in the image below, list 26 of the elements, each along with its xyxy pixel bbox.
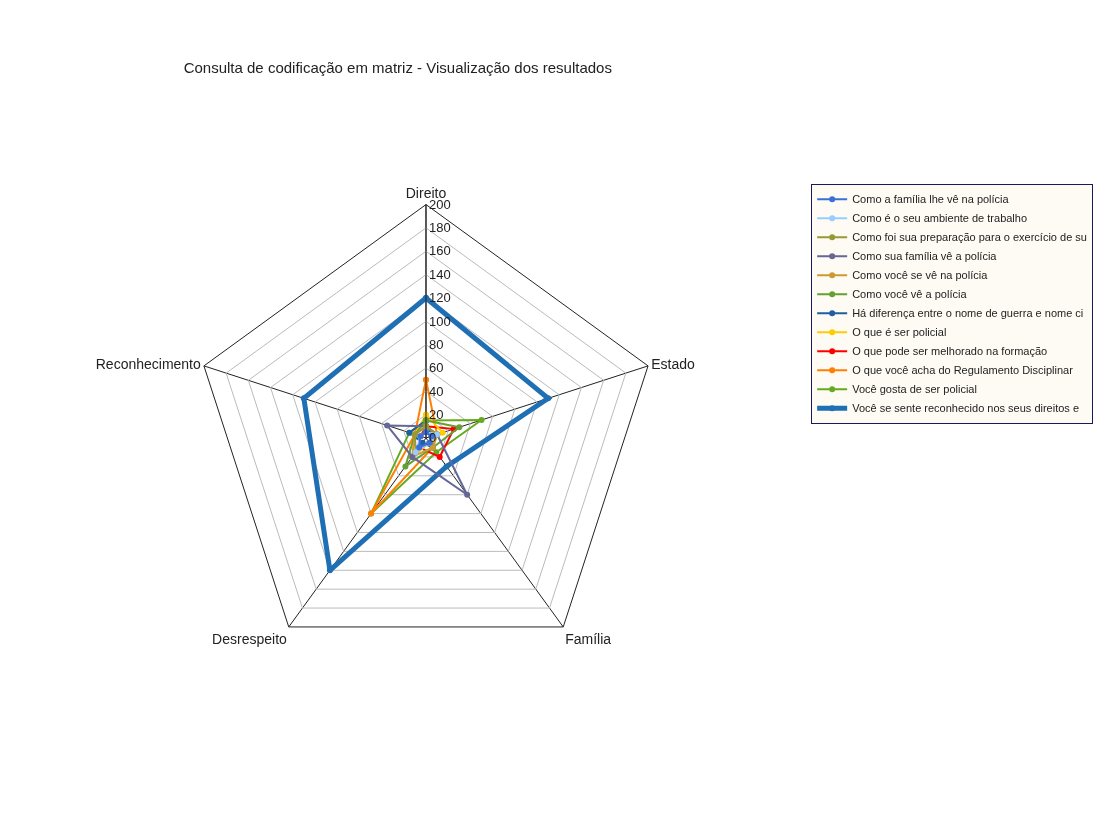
y-tick-label: 140: [429, 266, 451, 282]
legend-label: Como foi sua preparação para o exercício de su: [852, 231, 1087, 244]
legend-label: Como sua família vê a polícia: [852, 250, 998, 263]
y-tick-label: 0: [429, 430, 437, 446]
legend-label: Você se sente reconhecido nos seus direitos e: [852, 402, 1080, 415]
spoke-label: Reconhecimento: [95, 355, 201, 372]
legend-label: Como você vê a polícia: [852, 288, 968, 301]
y-tick-label: 120: [429, 290, 451, 306]
legend-label: O que pode ser melhorado na formação: [852, 345, 1048, 358]
legend-label: O que você acha do Regulamento Disciplinar: [852, 364, 1074, 377]
legend-label: Como você se vê na polícia: [852, 269, 989, 282]
legend-label: Há diferença entre o nome de guerra e nome ci: [852, 307, 1084, 320]
y-tick-label: 100: [429, 313, 451, 329]
y-tick-label: 180: [429, 220, 451, 236]
legend-label: Como é o seu ambiente de trabalho: [852, 212, 1028, 225]
spoke-label: Estado: [651, 355, 695, 372]
y-tick-label: 160: [429, 243, 451, 259]
y-tick-label: 80: [429, 336, 444, 352]
chart-title: Consulta de codificação em matriz - Visualização dos resultados: [183, 59, 612, 77]
spoke-label: Família: [565, 630, 612, 647]
spoke-label: Desrespeito: [212, 630, 288, 647]
y-tick-label: 60: [429, 360, 444, 376]
legend-label: Como a família lhe vê na polícia: [852, 193, 1010, 206]
legend-label: Você gosta de ser policial: [852, 383, 977, 396]
y-tick-label: 40: [429, 383, 444, 399]
legend-label: O que é ser policial: [852, 326, 947, 339]
